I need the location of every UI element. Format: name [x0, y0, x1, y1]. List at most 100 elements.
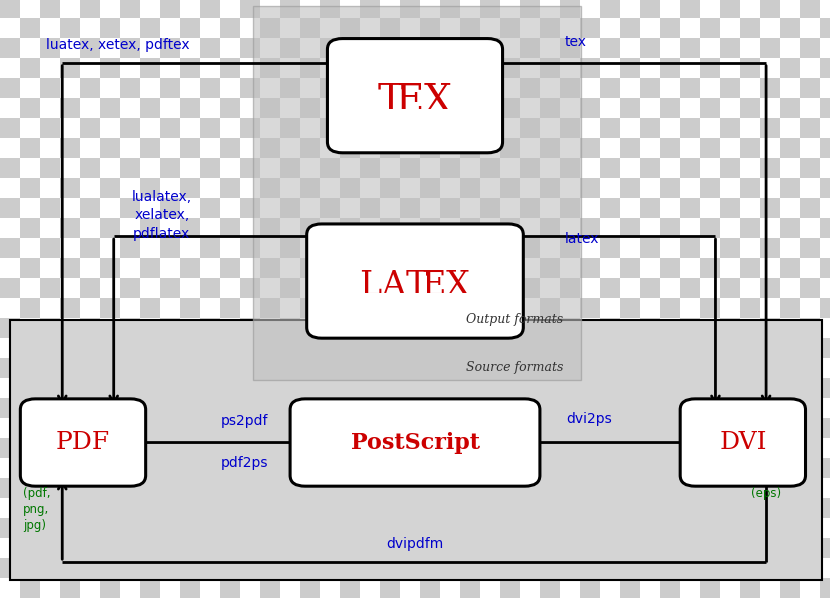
- Bar: [700, 278, 720, 298]
- Bar: [80, 238, 100, 258]
- Bar: [360, 158, 380, 178]
- Bar: [260, 178, 280, 198]
- Bar: [560, 158, 580, 178]
- Bar: [220, 178, 240, 198]
- Bar: [760, 578, 780, 598]
- Bar: [100, 378, 120, 398]
- Bar: [120, 398, 140, 418]
- Bar: [400, 98, 420, 118]
- Bar: [620, 578, 640, 598]
- Bar: [580, 198, 600, 218]
- Bar: [0, 198, 20, 218]
- Bar: [600, 418, 620, 438]
- Bar: [480, 298, 500, 318]
- Bar: [740, 298, 760, 318]
- Bar: [800, 278, 820, 298]
- Bar: [40, 218, 60, 238]
- Bar: [540, 398, 560, 418]
- Bar: [140, 478, 160, 498]
- Bar: [620, 298, 640, 318]
- Bar: [340, 318, 360, 338]
- Bar: [820, 138, 830, 158]
- Bar: [800, 458, 820, 478]
- Bar: [340, 498, 360, 518]
- Bar: [300, 518, 320, 538]
- Bar: [620, 518, 640, 538]
- Bar: [420, 538, 440, 558]
- Bar: [320, 298, 340, 318]
- Bar: [460, 378, 480, 398]
- Bar: [0, 178, 20, 198]
- Bar: [500, 438, 520, 458]
- Bar: [520, 338, 540, 358]
- Bar: [260, 0, 280, 18]
- Bar: [640, 0, 660, 18]
- Bar: [460, 118, 480, 138]
- Bar: [160, 178, 180, 198]
- Bar: [420, 38, 440, 58]
- Bar: [500, 78, 520, 98]
- Bar: [440, 138, 460, 158]
- Bar: [140, 18, 160, 38]
- Bar: [60, 278, 80, 298]
- Bar: [180, 258, 200, 278]
- Bar: [280, 398, 300, 418]
- Bar: [780, 558, 800, 578]
- Bar: [520, 238, 540, 258]
- Bar: [400, 118, 420, 138]
- Bar: [520, 398, 540, 418]
- Bar: [720, 0, 740, 18]
- Bar: [800, 258, 820, 278]
- Bar: [820, 458, 830, 478]
- Bar: [680, 178, 700, 198]
- Bar: [400, 398, 420, 418]
- Bar: [480, 338, 500, 358]
- Bar: [680, 338, 700, 358]
- Bar: [180, 58, 200, 78]
- Bar: [480, 198, 500, 218]
- Bar: [340, 38, 360, 58]
- Bar: [280, 178, 300, 198]
- Bar: [20, 298, 40, 318]
- Bar: [640, 238, 660, 258]
- Bar: [480, 258, 500, 278]
- Bar: [180, 178, 200, 198]
- Bar: [560, 198, 580, 218]
- Bar: [820, 478, 830, 498]
- Bar: [320, 478, 340, 498]
- Bar: [260, 198, 280, 218]
- Bar: [260, 578, 280, 598]
- Bar: [0, 318, 20, 338]
- Bar: [300, 458, 320, 478]
- Bar: [780, 338, 800, 358]
- Bar: [200, 298, 220, 318]
- Bar: [640, 118, 660, 138]
- Bar: [80, 558, 100, 578]
- Bar: [340, 358, 360, 378]
- Bar: [760, 358, 780, 378]
- Bar: [500, 398, 520, 418]
- Bar: [120, 158, 140, 178]
- Bar: [720, 418, 740, 438]
- Bar: [340, 118, 360, 138]
- Bar: [360, 458, 380, 478]
- Bar: [420, 178, 440, 198]
- Bar: [740, 358, 760, 378]
- Bar: [660, 118, 680, 138]
- Bar: [360, 138, 380, 158]
- Bar: [320, 98, 340, 118]
- Bar: [300, 498, 320, 518]
- Bar: [0, 418, 20, 438]
- Bar: [600, 118, 620, 138]
- Bar: [200, 278, 220, 298]
- Bar: [500, 218, 520, 238]
- Bar: [100, 318, 120, 338]
- Bar: [800, 218, 820, 238]
- Bar: [520, 78, 540, 98]
- Bar: [260, 498, 280, 518]
- Bar: [80, 318, 100, 338]
- Bar: [340, 78, 360, 98]
- Bar: [800, 238, 820, 258]
- Bar: [140, 0, 160, 18]
- Bar: [280, 418, 300, 438]
